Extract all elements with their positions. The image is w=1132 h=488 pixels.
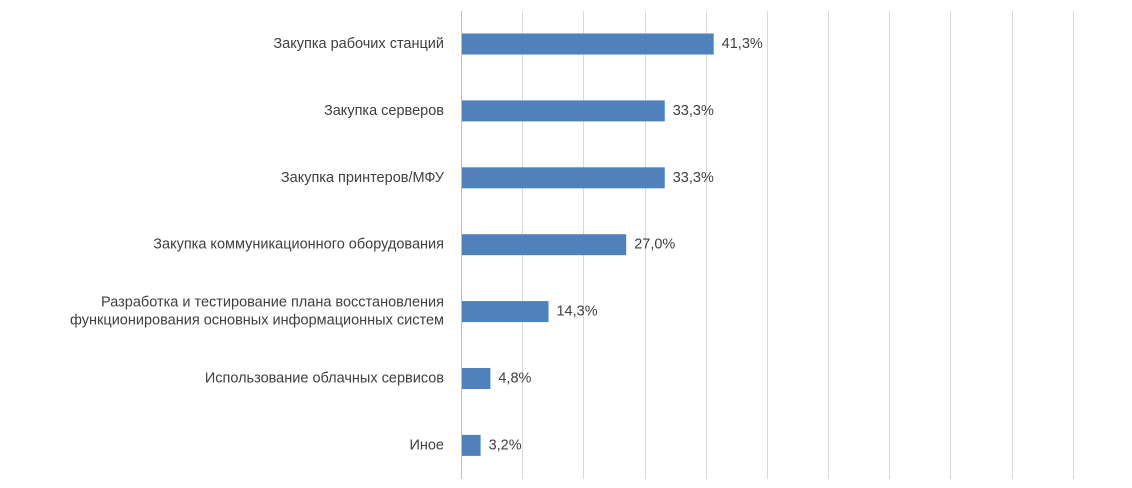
- category-label-line: Закупка серверов: [324, 103, 444, 119]
- category-label-line: Иное: [409, 437, 444, 453]
- category-labels: Закупка рабочих станций Закупка серверов З…: [70, 36, 445, 453]
- bar: [462, 368, 491, 389]
- category-label: Закупка принтеров/МФУ: [281, 170, 445, 186]
- bar-layer: [462, 33, 714, 456]
- category-label-line: Закупка принтеров/МФУ: [281, 170, 445, 186]
- bar: [462, 301, 549, 323]
- bar: [462, 434, 481, 456]
- bar: [462, 100, 665, 122]
- data-label: 41,3%: [722, 36, 763, 52]
- value-labels: 41,3% 33,3% 33,3% 27,0% 14,3% 4,8% 3,2%: [489, 36, 763, 453]
- bar: [462, 33, 714, 55]
- category-label-line: Использование облачных сервисов: [205, 371, 444, 387]
- category-label: Разработка и тестирование плана восстано…: [70, 295, 444, 329]
- category-label-line: функционирования основных информационных…: [70, 313, 444, 329]
- category-label: Иное: [409, 437, 444, 453]
- category-label-line: Разработка и тестирование плана восстано…: [101, 295, 444, 311]
- bar: [462, 167, 665, 189]
- category-label-line: Закупка рабочих станций: [273, 36, 444, 52]
- bar: [462, 234, 627, 256]
- data-label: 33,3%: [673, 170, 714, 186]
- category-label: Закупка рабочих станций: [273, 36, 444, 52]
- data-label: 33,3%: [673, 103, 714, 119]
- data-label: 14,3%: [556, 304, 597, 320]
- data-label: 4,8%: [498, 371, 531, 387]
- category-label: Закупка коммуникационного оборудования: [153, 237, 444, 253]
- category-label: Использование облачных сервисов: [205, 371, 444, 387]
- category-label: Закупка серверов: [324, 103, 444, 119]
- data-label: 3,2%: [489, 437, 522, 453]
- category-label-line: Закупка коммуникационного оборудования: [153, 237, 444, 253]
- data-label: 27,0%: [634, 237, 675, 253]
- grid-layer: [461, 11, 1074, 479]
